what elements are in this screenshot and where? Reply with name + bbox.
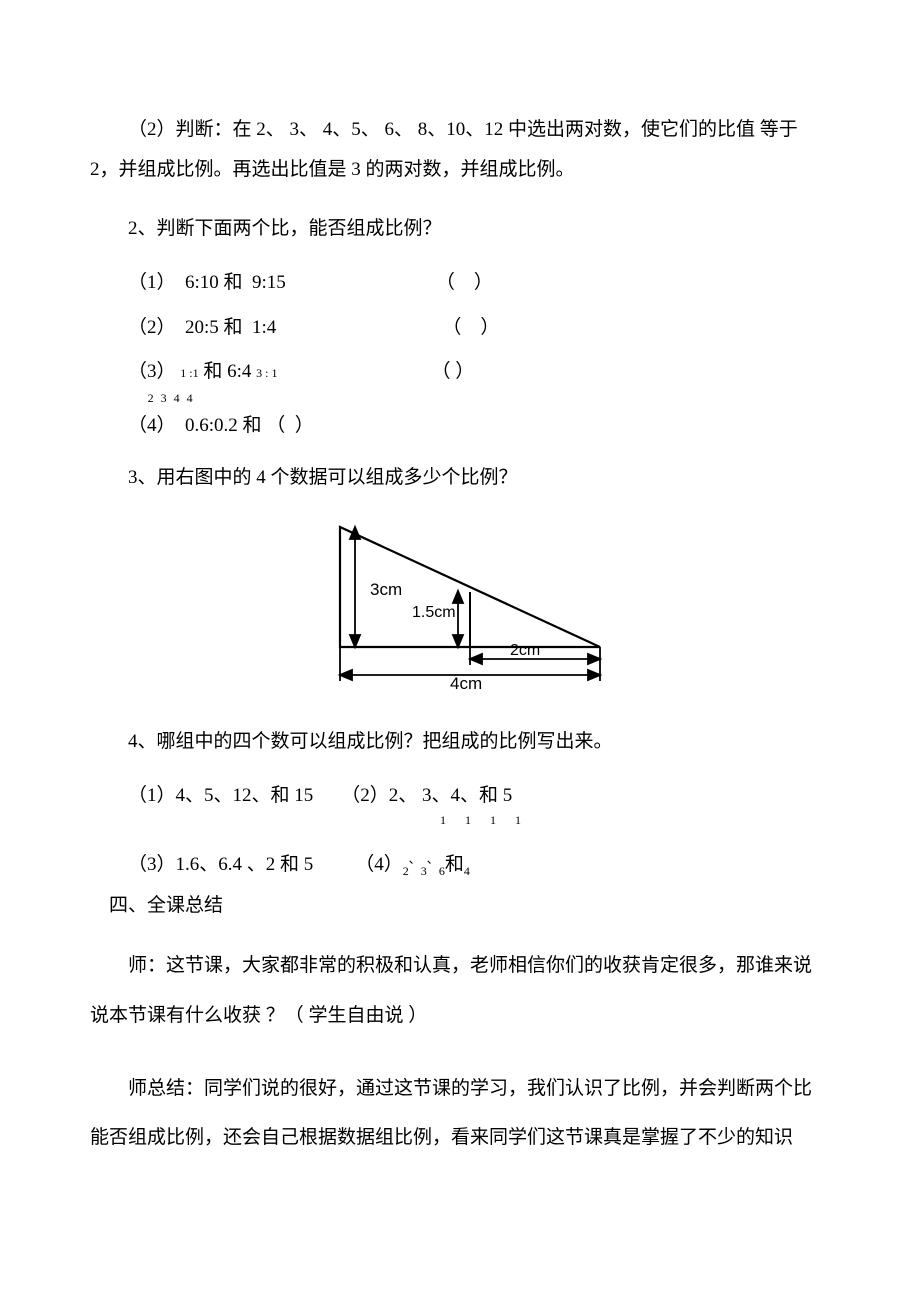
q2-item-2-left: （2） 20:5 和 1:4 bbox=[128, 317, 276, 338]
q4-title: 4、哪组中的四个数可以组成比例？把组成的比例写出来。 bbox=[90, 727, 830, 757]
q2-item-4-text: （4） 0.6:0.2 和 （ ） bbox=[128, 415, 314, 436]
q4-4-and: 和 bbox=[445, 854, 464, 875]
q4-row-2-frac-top: 1 1 1 1 bbox=[90, 815, 830, 845]
label-2cm: 2cm bbox=[510, 642, 540, 659]
q2-item-3-frac1: 1 :1 bbox=[180, 366, 198, 380]
q4-3: （3）1.6、6.4 、2 和 5 bbox=[128, 854, 313, 875]
q4-4-sep2: 、 bbox=[427, 852, 439, 866]
q4-row-3: （3）1.6、6.4 、2 和 5（4）2、3、6和4 bbox=[90, 850, 830, 881]
q4-2: （2）2、 3、4、和 5 bbox=[341, 785, 512, 806]
q4-4-prefix: （4） bbox=[355, 854, 403, 875]
q2-item-3-prefix: （3） bbox=[128, 361, 180, 382]
section-4-p1: 师：这节课，大家都非常的积极和认真，老师相信你们的收获肯定很多，那谁来说说本节课… bbox=[90, 941, 830, 1040]
q2-item-1: （1） 6:10 和 9:15 （ ） bbox=[90, 268, 830, 298]
section-4-p2: 师总结：同学们说的很好，通过这节课的学习，我们认识了比例，并会判断两个比能否组成… bbox=[90, 1064, 830, 1163]
label-4cm: 4cm bbox=[450, 674, 482, 692]
q2-item-3-paren: （ ） bbox=[431, 357, 474, 387]
q2-item-4: （4） 0.6:0.2 和 （ ） bbox=[90, 411, 830, 441]
intro-paragraph: （2）判断：在 2、 3、 4、5、 6、 8、10、12 中选出两对数，使它们… bbox=[90, 110, 830, 190]
q4-4-sep1: 、 bbox=[409, 852, 421, 866]
q2-item-3-mid: 和 6:4 bbox=[199, 361, 257, 382]
triangle-diagram: 3cm 1.5cm 2cm bbox=[300, 517, 620, 692]
q2-item-3-denoms: 2 3 4 4 bbox=[90, 389, 830, 408]
q4-row-1: （1）4、5、12、和 15 （2）2、 3、4、和 5 bbox=[90, 781, 830, 811]
section-4-heading: 四、全课总结 bbox=[90, 891, 830, 921]
q4-1: （1）4、5、12、和 15 bbox=[128, 785, 313, 806]
q2-item-1-left: （1） 6:10 和 9:15 bbox=[128, 272, 286, 293]
q4-frac-numerators: 1 1 1 1 bbox=[440, 811, 529, 830]
q2-item-2-paren: （ ） bbox=[442, 313, 499, 343]
q2-item-2: （2） 20:5 和 1:4 （ ） bbox=[90, 313, 830, 343]
label-3cm: 3cm bbox=[370, 580, 402, 599]
page-content: （2）判断：在 2、 3、 4、5、 6、 8、10、12 中选出两对数，使它们… bbox=[0, 0, 920, 1247]
q3-title: 3、用右图中的 4 个数据可以组成多少个比例？ bbox=[90, 463, 830, 493]
q2-item-3: （3） 1 :1 和 6:4 3 : 1 （ ） bbox=[90, 357, 830, 387]
q4-4-d4: 4 bbox=[464, 864, 470, 878]
label-1-5cm: 1.5cm bbox=[412, 604, 456, 621]
q2-item-1-paren: （ ） bbox=[436, 268, 493, 298]
q2-item-3-frac2: 3 : 1 bbox=[256, 366, 277, 380]
q2-title: 2、判断下面两个比，能否组成比例？ bbox=[90, 214, 830, 244]
q3-figure: 3cm 1.5cm 2cm bbox=[90, 517, 830, 702]
